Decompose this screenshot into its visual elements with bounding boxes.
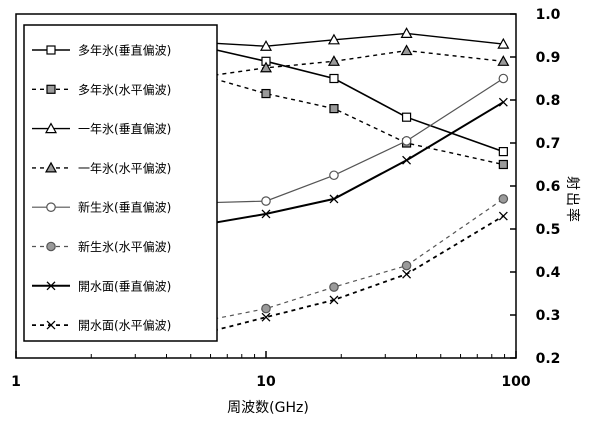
legend-marker	[44, 122, 58, 134]
series-line	[190, 215, 504, 338]
series-point	[327, 55, 340, 66]
series-point	[329, 194, 339, 204]
y-axis-title: 射出率	[564, 176, 581, 224]
series-line	[190, 77, 504, 204]
series-point	[497, 37, 510, 49]
series-point	[498, 211, 508, 221]
series-point	[401, 136, 412, 146]
series-point	[261, 196, 271, 206]
series-point	[329, 295, 339, 305]
legend-marker	[46, 281, 56, 291]
series-line	[190, 101, 504, 228]
series-point	[261, 88, 271, 99]
y-tick-label: 1.0	[536, 7, 561, 23]
series-point	[402, 155, 412, 165]
legend-item: 開水面(水平偏波)	[32, 318, 171, 333]
legend-box	[23, 24, 218, 342]
series	[186, 97, 508, 232]
series-point	[261, 209, 271, 219]
series-point	[261, 312, 271, 322]
series-point	[498, 97, 508, 107]
series-point	[329, 282, 339, 292]
y-tick-label: 0.5	[536, 222, 561, 238]
y-tick-label: 0.2	[536, 351, 561, 367]
series-layer	[184, 27, 510, 341]
legend-item: 開水面(垂直偏波)	[32, 278, 171, 293]
series	[184, 44, 510, 84]
series-line	[190, 43, 504, 153]
x-tick-label: 100	[501, 374, 530, 390]
legend-item: 多年氷(水平偏波)	[32, 82, 171, 97]
x-axis-title: 周波数(GHz)	[227, 400, 309, 416]
legend-item: 新生氷(水平偏波)	[32, 239, 171, 254]
series-point	[498, 194, 509, 204]
series	[186, 211, 508, 341]
y-tick-label: 0.8	[536, 93, 561, 109]
axis-ticks: 0.2 0.3 0.4 0.5 0.6 0.7 0.8 0.9 1.0 1 10 100	[11, 7, 561, 390]
y-tick-label: 0.4	[536, 265, 561, 281]
legend-label: 一年氷(垂直偏波)	[78, 121, 171, 136]
series-point	[329, 73, 339, 84]
series-point	[400, 44, 413, 56]
series-point	[327, 33, 340, 45]
legend-marker	[46, 241, 56, 252]
legend-item: 一年氷(垂直偏波)	[32, 121, 171, 136]
legend-marker	[46, 202, 56, 212]
series-point	[329, 170, 339, 181]
legend-label: 一年氷(水平偏波)	[78, 160, 171, 175]
legend-label: 開水面(垂直偏波)	[78, 278, 171, 293]
y-tick-label: 0.3	[536, 308, 561, 324]
series-point	[497, 55, 510, 66]
legend-marker	[46, 320, 56, 330]
legend-item: 新生氷(垂直偏波)	[32, 200, 171, 215]
series-point	[329, 103, 339, 114]
y-tick-label: 0.9	[536, 50, 561, 66]
legend-marker	[44, 161, 58, 173]
series-point	[498, 73, 509, 84]
series-point	[402, 269, 412, 279]
legend-label: 新生氷(垂直偏波)	[78, 200, 171, 215]
legend-label: 新生氷(水平偏波)	[78, 239, 171, 254]
series-point	[401, 112, 412, 122]
legend-label: 多年氷(垂直偏波)	[78, 43, 171, 58]
legend-label: 多年氷(水平偏波)	[78, 82, 171, 97]
y-tick-label: 0.7	[536, 136, 561, 152]
legend-item: 一年氷(水平偏波)	[32, 160, 171, 175]
series	[185, 73, 509, 208]
legend-label: 開水面(水平偏波)	[78, 318, 171, 333]
legend: 多年氷(垂直偏波) 多年氷(水平偏波) 一年氷(垂直偏波) 一年氷(水平偏波) 新生氷(…	[32, 43, 171, 333]
legend-marker	[46, 45, 56, 55]
series	[184, 27, 510, 51]
series	[186, 67, 508, 170]
legend-marker	[46, 84, 56, 94]
series-line	[190, 198, 504, 325]
series	[186, 39, 508, 157]
y-tick-label: 0.6	[536, 179, 561, 195]
series-point	[400, 27, 413, 38]
series-point	[259, 61, 273, 73]
series-line	[190, 32, 504, 47]
series-point	[401, 260, 412, 271]
x-tick-label: 10	[256, 374, 276, 390]
series	[185, 194, 509, 329]
series-point	[261, 303, 271, 314]
series-point	[498, 159, 508, 170]
x-tick-label: 1	[11, 374, 21, 390]
legend-item: 多年氷(垂直偏波)	[32, 43, 171, 58]
series-point	[498, 147, 508, 157]
series-point	[259, 40, 273, 51]
